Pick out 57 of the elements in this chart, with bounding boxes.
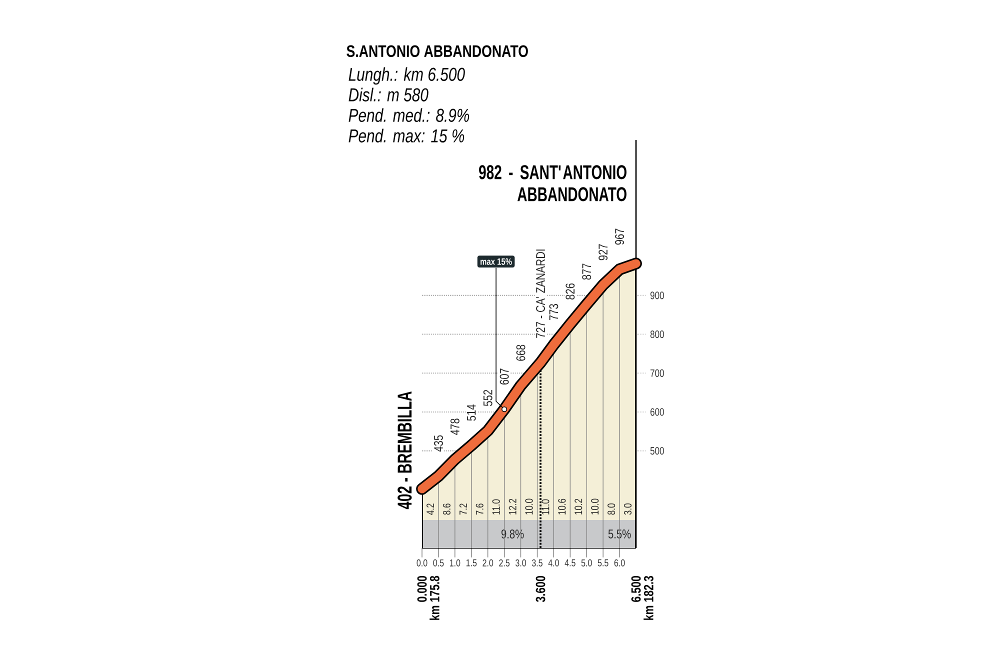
annotation: 10.0 xyxy=(591,498,599,514)
annotation: max 15% xyxy=(480,258,512,265)
band-label: 5.5% xyxy=(608,530,631,538)
x-tick-label: 5.5 xyxy=(598,559,608,566)
x-tick-label: 4.0 xyxy=(548,559,559,566)
annotation: 4.2 xyxy=(426,504,434,515)
x-tick-label: 0.5 xyxy=(433,559,444,566)
text: Disl.: m 580 xyxy=(348,88,428,102)
x-tick-label: 3.0 xyxy=(516,559,526,566)
data-label: 435 xyxy=(434,435,443,452)
data-label: 982 - SANT'ANTONIO ABBANDONATO xyxy=(479,165,626,202)
x-tick-label: 3.5 xyxy=(532,559,542,566)
x-tick-label: 4.5 xyxy=(564,559,576,566)
y-tick-label: 600 xyxy=(650,408,664,416)
annotation: 3.0 xyxy=(624,504,632,515)
annotation: 7.6 xyxy=(476,504,484,515)
data-label: 927 xyxy=(598,244,608,260)
annotation: 11.0 xyxy=(492,499,500,514)
data-label: 773 xyxy=(549,304,558,320)
annotation: 12.2 xyxy=(508,498,516,514)
y-tick-label: 700 xyxy=(650,369,664,377)
annotation: Pend. max: 15 % xyxy=(348,128,464,142)
ref-line-label: km 175.8 xyxy=(430,576,440,620)
data-label: 668 xyxy=(516,344,526,361)
y-tick-label: 500 xyxy=(650,447,664,455)
annotation: 11.0 xyxy=(542,499,550,514)
data-label: 478 xyxy=(450,418,460,435)
x-tick-label: 0.0 xyxy=(416,559,428,566)
chart-title: S.ANTONIO ABBANDONATO xyxy=(346,45,528,58)
data-label: 877 xyxy=(582,264,592,280)
data-label: 552 xyxy=(483,390,492,406)
annotation: 8.6 xyxy=(442,504,450,515)
x-tick-label: 2.5 xyxy=(499,559,510,566)
data-label: 607 xyxy=(500,368,509,384)
text: Pend. med.: 8.9% xyxy=(348,108,470,122)
x2-tick-label: 6.500 xyxy=(631,576,641,602)
text: Lungh.: km 6.500 xyxy=(348,67,465,85)
annotation: 10.6 xyxy=(558,498,566,514)
y-tick-label: 900 xyxy=(650,292,664,300)
annotation: 7.2 xyxy=(459,504,467,515)
data-label: 514 xyxy=(466,404,476,421)
annotation: 10.2 xyxy=(574,498,582,514)
x-tick-label: 5.0 xyxy=(581,559,592,566)
annotation: 8.0 xyxy=(608,504,616,515)
y-tick-label: 800 xyxy=(650,330,664,338)
x-tick-label: 1.5 xyxy=(466,559,477,566)
x2-tick-label: 0.000 xyxy=(417,576,427,602)
data-label: 402 - BREMBILLA xyxy=(398,391,412,510)
x-tick-label: 6.0 xyxy=(614,559,625,566)
ref-line-label: km 182.3 xyxy=(644,576,654,620)
data-label: 727 - CA' ZANARDI xyxy=(536,250,546,338)
data-label: 967 xyxy=(615,228,624,245)
x-tick-label: 1.0 xyxy=(450,559,460,566)
data-label: 826 xyxy=(566,283,575,300)
x2-tick-label: 3.600 xyxy=(536,576,546,602)
annotation: 10.0 xyxy=(525,498,533,514)
x-tick-label: 2.0 xyxy=(482,559,494,566)
